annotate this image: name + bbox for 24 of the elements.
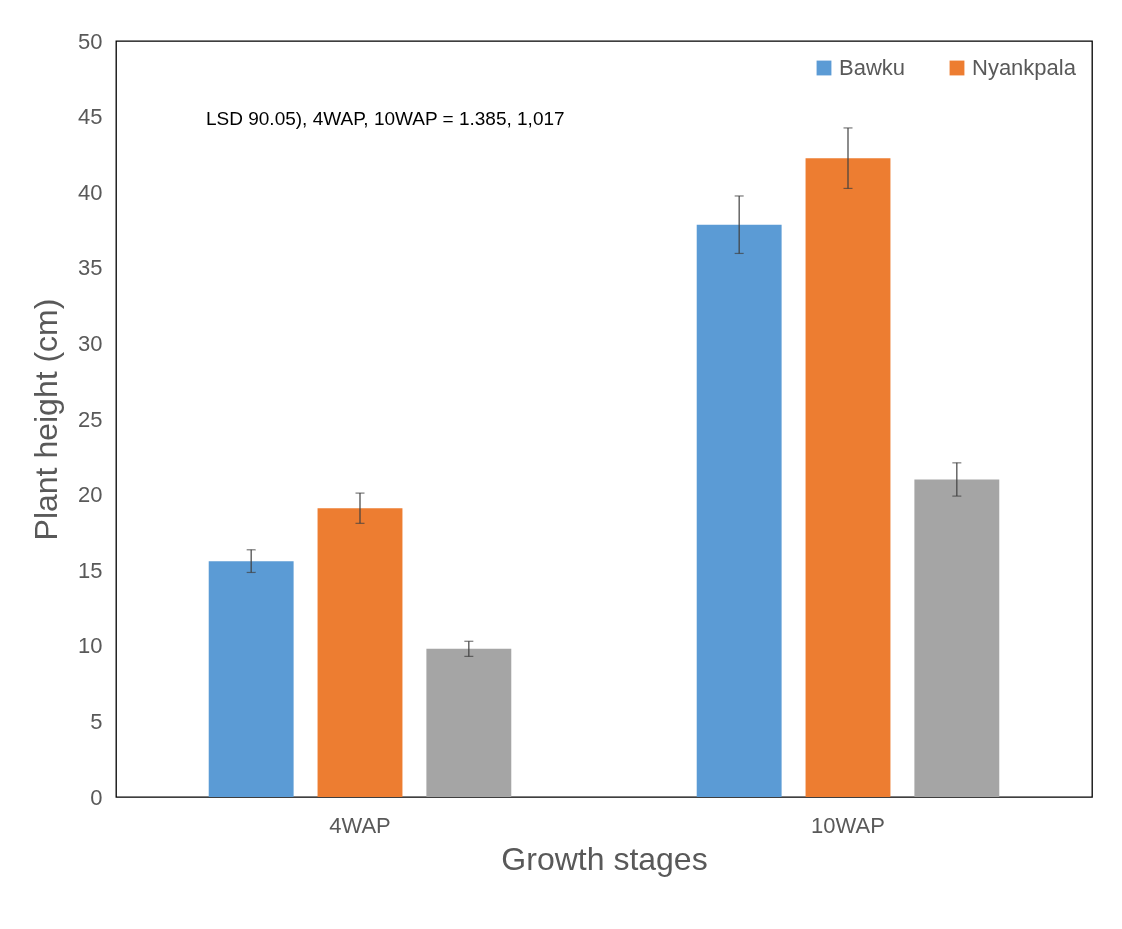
legend-label: Nyankpala: [972, 55, 1077, 80]
y-tick-label: 0: [90, 784, 103, 810]
x-axis-title: Growth stages: [501, 840, 708, 877]
y-tick-label: 25: [78, 406, 103, 432]
legend-label: Bawku: [839, 55, 906, 80]
y-tick-label: 50: [78, 28, 103, 54]
y-tick-label: 20: [78, 482, 103, 508]
bar: [317, 508, 403, 797]
bar: [426, 648, 512, 797]
y-tick-label: 40: [78, 179, 103, 205]
y-tick-label: 45: [78, 104, 103, 130]
y-tick-label: 10: [78, 633, 103, 659]
bar: [805, 158, 891, 797]
y-tick-label: 30: [78, 330, 103, 356]
bar: [208, 561, 294, 797]
y-axis-title: Plant height (cm): [28, 298, 65, 541]
x-tick-label: 10WAP: [811, 812, 885, 838]
bar: [914, 479, 1000, 797]
annotation: LSD 90.05), 4WAP, 10WAP = 1.385, 1,017: [206, 108, 565, 129]
y-tick-label: 35: [78, 255, 103, 281]
bar: [696, 224, 782, 797]
x-tick-label: 4WAP: [329, 812, 391, 838]
y-tick-label: 15: [78, 557, 103, 583]
y-tick-label: 5: [90, 708, 103, 734]
